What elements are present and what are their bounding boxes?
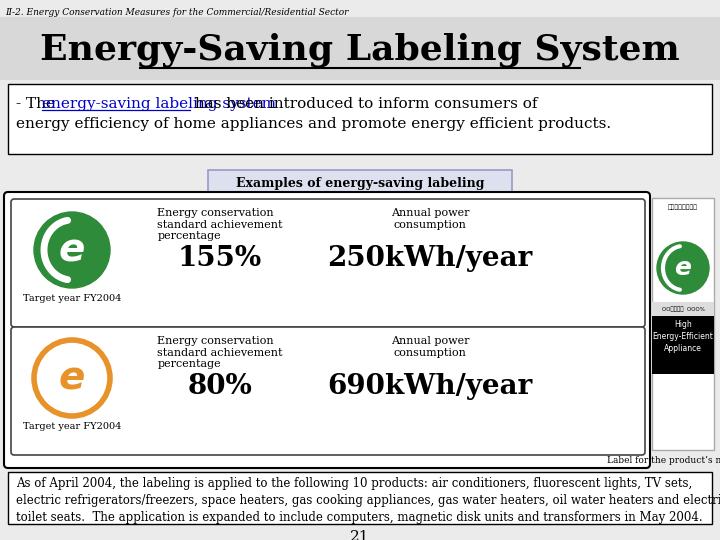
Text: 690kWh/year: 690kWh/year xyxy=(328,373,533,400)
Text: OO年達成率  OOO%: OO年達成率 OOO% xyxy=(662,306,704,312)
Text: II-2. Energy Conservation Measures for the Commercial/Residential Sector: II-2. Energy Conservation Measures for t… xyxy=(5,8,348,17)
Text: e: e xyxy=(59,231,85,269)
Text: Target year FY2004: Target year FY2004 xyxy=(23,294,121,303)
Text: 21: 21 xyxy=(350,530,370,540)
FancyBboxPatch shape xyxy=(4,192,650,468)
Text: Examples of energy-saving labeling: Examples of energy-saving labeling xyxy=(235,177,485,190)
Text: Annual power
consumption: Annual power consumption xyxy=(391,208,469,230)
Text: 省エネ基準達成品: 省エネ基準達成品 xyxy=(668,204,698,210)
Text: Energy-Saving Labeling System: Energy-Saving Labeling System xyxy=(40,33,680,68)
Text: 250kWh/year: 250kWh/year xyxy=(328,245,533,272)
Text: As of April 2004, the labeling is applied to the following 10 products: air cond: As of April 2004, the labeling is applie… xyxy=(16,477,720,524)
Text: Annual power
consumption: Annual power consumption xyxy=(391,336,469,357)
Text: - The: - The xyxy=(16,97,60,111)
FancyBboxPatch shape xyxy=(11,327,645,455)
FancyBboxPatch shape xyxy=(11,199,645,327)
Text: Energy conservation
standard achievement
percentage: Energy conservation standard achievement… xyxy=(157,336,283,369)
Text: energy-saving labeling system: energy-saving labeling system xyxy=(42,97,276,111)
Text: 155%: 155% xyxy=(178,245,262,272)
Text: Target year FY2004: Target year FY2004 xyxy=(23,422,121,431)
FancyBboxPatch shape xyxy=(8,84,712,154)
Text: e: e xyxy=(59,359,85,397)
FancyBboxPatch shape xyxy=(208,170,512,196)
Text: energy efficiency of home appliances and promote energy efficient products.: energy efficiency of home appliances and… xyxy=(16,117,611,131)
FancyBboxPatch shape xyxy=(652,302,714,316)
FancyBboxPatch shape xyxy=(652,316,714,374)
Text: e: e xyxy=(675,256,691,280)
Circle shape xyxy=(657,242,709,294)
Text: 80%: 80% xyxy=(188,373,253,400)
Text: High
Energy-Efficient
Appliance: High Energy-Efficient Appliance xyxy=(652,320,714,353)
Text: has been introduced to inform consumers of: has been introduced to inform consumers … xyxy=(190,97,538,111)
FancyBboxPatch shape xyxy=(8,472,712,524)
FancyBboxPatch shape xyxy=(0,17,720,80)
Text: Energy conservation
standard achievement
percentage: Energy conservation standard achievement… xyxy=(157,208,283,241)
FancyBboxPatch shape xyxy=(652,198,714,450)
Text: Label for the product’s main unit: Label for the product’s main unit xyxy=(607,456,720,465)
Circle shape xyxy=(34,212,110,288)
